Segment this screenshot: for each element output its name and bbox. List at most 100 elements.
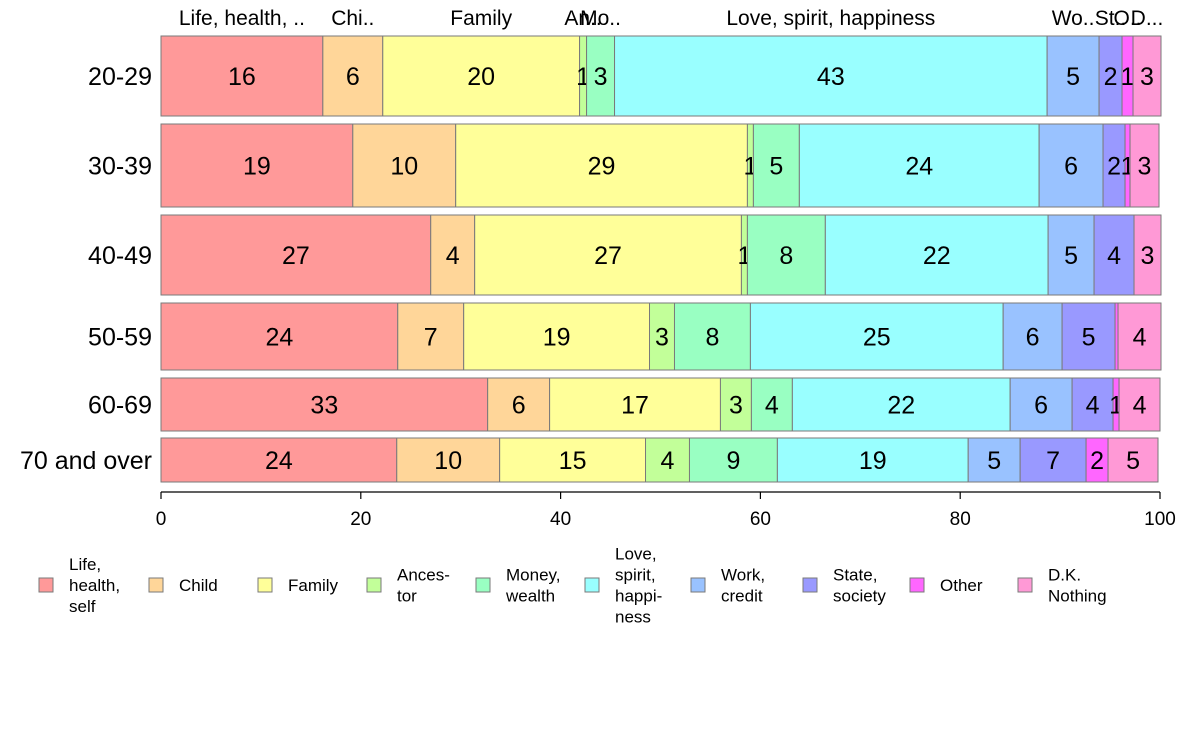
data-label: 27 <box>594 242 622 270</box>
data-label: 15 <box>559 447 587 475</box>
data-label: 6 <box>1064 153 1078 181</box>
data-label: 5 <box>1066 63 1080 91</box>
legend-label: Child <box>179 576 218 595</box>
bar-segment <box>463 302 651 371</box>
legend-label: self <box>69 597 96 616</box>
data-label: 6 <box>512 392 526 420</box>
top-segment-label: O.. <box>1114 7 1142 30</box>
data-label: 5 <box>987 447 1001 475</box>
bar-segment <box>1061 302 1116 371</box>
bar-segment <box>1129 123 1160 208</box>
data-label: 10 <box>390 153 418 181</box>
legend-label: Family <box>288 576 339 595</box>
x-tick-label: 0 <box>156 509 167 530</box>
legend-swatch <box>148 577 164 593</box>
bars: 16 6 20 1 3 43 5 2 1 319 10 29 1 5 24 6 2 1 327 4 27 1 8 22 5 4 32… <box>160 35 1162 483</box>
legend: Life, health, self Child Family Ances-tor Mone… <box>38 545 1107 627</box>
bar-segment <box>160 302 399 371</box>
bar-segment <box>752 123 800 208</box>
top-segment-label: St.. <box>1095 7 1127 30</box>
top-segment-label: An.. <box>564 7 601 30</box>
bar-segment <box>1002 302 1063 371</box>
bar-segment <box>499 437 647 483</box>
data-label: 3 <box>1141 242 1155 270</box>
category-label: 20-29 <box>88 63 152 91</box>
data-label: 3 <box>655 324 669 352</box>
bar-segment <box>396 437 501 483</box>
bar-segment <box>688 437 778 483</box>
bar-segment <box>1117 302 1162 371</box>
top-segment-label: Mo.. <box>580 7 621 30</box>
legend-label: happi- <box>615 587 662 606</box>
data-label: 1 <box>1121 63 1135 91</box>
data-label: 5 <box>1082 324 1096 352</box>
legend-label: Nothing <box>1048 587 1107 606</box>
legend-label: health, <box>69 576 120 595</box>
bar-segment <box>1038 123 1104 208</box>
top-segment-label: Wo.. <box>1052 7 1095 30</box>
data-label: 7 <box>424 324 438 352</box>
legend-swatch <box>1017 577 1033 593</box>
legend-label: Love, <box>615 545 657 564</box>
x-tick-label: 80 <box>950 509 971 530</box>
top-segment-label: Life, health, .. <box>179 7 305 30</box>
bar-segment <box>430 214 476 296</box>
data-label: 16 <box>228 63 256 91</box>
x-tick-label: 100 <box>1144 509 1176 530</box>
bar-segment <box>749 302 1004 371</box>
data-label: 3 <box>1140 63 1154 91</box>
data-label: 3 <box>594 63 608 91</box>
data-label: 4 <box>661 447 675 475</box>
bar-segment <box>352 123 457 208</box>
data-label: 6 <box>1026 324 1040 352</box>
top-labels: Life, health, .. Chi.. Family An..Mo.. Love,… <box>179 7 1163 30</box>
legend-label: Life, <box>69 555 101 574</box>
bar-segment <box>798 123 1040 208</box>
data-label: 19 <box>243 153 271 181</box>
data-label: 3 <box>729 392 743 420</box>
bar-segment <box>1132 35 1162 117</box>
legend-label: State, <box>833 566 877 585</box>
legend-label: society <box>833 587 886 606</box>
data-label: 22 <box>887 392 915 420</box>
bar-segment <box>487 377 551 432</box>
data-label: 24 <box>265 447 293 475</box>
data-label: 2 <box>1104 63 1118 91</box>
data-label: 2 <box>1107 153 1121 181</box>
legend-swatch <box>475 577 491 593</box>
legend-label: credit <box>721 587 763 606</box>
bar-segment <box>160 214 432 296</box>
data-label: 2 <box>1090 447 1104 475</box>
top-segment-label: Chi.. <box>331 7 374 30</box>
bar-segment <box>1009 377 1073 432</box>
data-label: 24 <box>265 324 293 352</box>
legend-label: spirit, <box>615 566 656 585</box>
bar-segment <box>455 123 748 208</box>
data-label: 4 <box>1107 242 1121 270</box>
legend-label: Work, <box>721 566 765 585</box>
data-label: 6 <box>346 63 360 91</box>
legend-swatch <box>38 577 54 593</box>
legend-swatch <box>802 577 818 593</box>
bar-segment <box>750 377 793 432</box>
data-label: 6 <box>1034 392 1048 420</box>
data-label: 20 <box>467 63 495 91</box>
bar-segment <box>776 437 969 483</box>
data-label: 22 <box>923 242 951 270</box>
data-label: 4 <box>1086 392 1100 420</box>
data-label: 5 <box>769 153 783 181</box>
bar-segment <box>160 377 489 432</box>
bar-segment <box>1019 437 1087 483</box>
top-segment-label: Family <box>450 7 512 30</box>
bar-segment <box>1093 214 1135 296</box>
data-label: 8 <box>705 324 719 352</box>
legend-label: Money, <box>506 566 561 585</box>
bar-segment <box>1118 377 1161 432</box>
data-label: 5 <box>1064 242 1078 270</box>
data-label: 43 <box>817 63 845 91</box>
data-label: 33 <box>310 392 338 420</box>
legend-swatch <box>690 577 706 593</box>
data-label: 27 <box>282 242 310 270</box>
data-label: 10 <box>434 447 462 475</box>
legend-label: tor <box>397 587 417 606</box>
